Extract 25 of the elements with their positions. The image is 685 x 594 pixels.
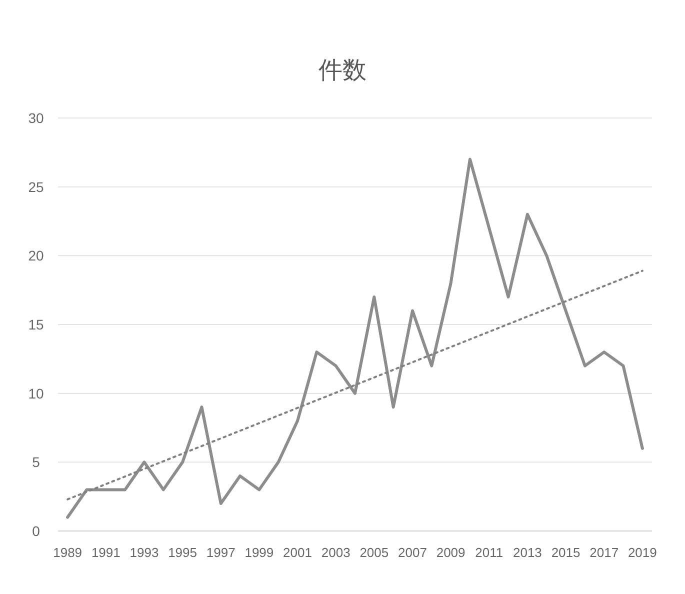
y-tick-label: 10: [28, 385, 44, 402]
chart-title: 件数: [318, 57, 366, 84]
x-tick-label: 2011: [475, 545, 504, 560]
x-tick-label: 2013: [512, 545, 542, 560]
y-tick-label: 30: [28, 110, 44, 126]
x-tick-label: 1993: [130, 545, 159, 560]
y-tick-label: 20: [28, 248, 44, 264]
x-tick-label: 2019: [628, 545, 657, 560]
x-tick-label: 2017: [590, 545, 619, 560]
x-tick-label: 2015: [551, 545, 580, 560]
x-tick-label: 1995: [168, 545, 198, 560]
x-tick-label: 1991: [91, 545, 120, 560]
x-tick-label: 1989: [53, 545, 82, 560]
y-tick-label: 15: [28, 316, 44, 332]
x-tick-label: 1999: [244, 545, 274, 560]
x-tick-label: 2001: [283, 545, 312, 560]
y-tick-label: 0: [32, 523, 40, 539]
y-tick-label: 25: [28, 178, 44, 195]
line-series: [66, 158, 644, 519]
x-tick-label: 2009: [436, 545, 466, 560]
x-tick-label: 2003: [321, 545, 350, 560]
x-tick-label: 1997: [206, 545, 236, 560]
x-tick-label: 2007: [398, 545, 427, 560]
x-tick-label: 2005: [360, 545, 389, 560]
y-tick-label: 5: [32, 454, 40, 470]
